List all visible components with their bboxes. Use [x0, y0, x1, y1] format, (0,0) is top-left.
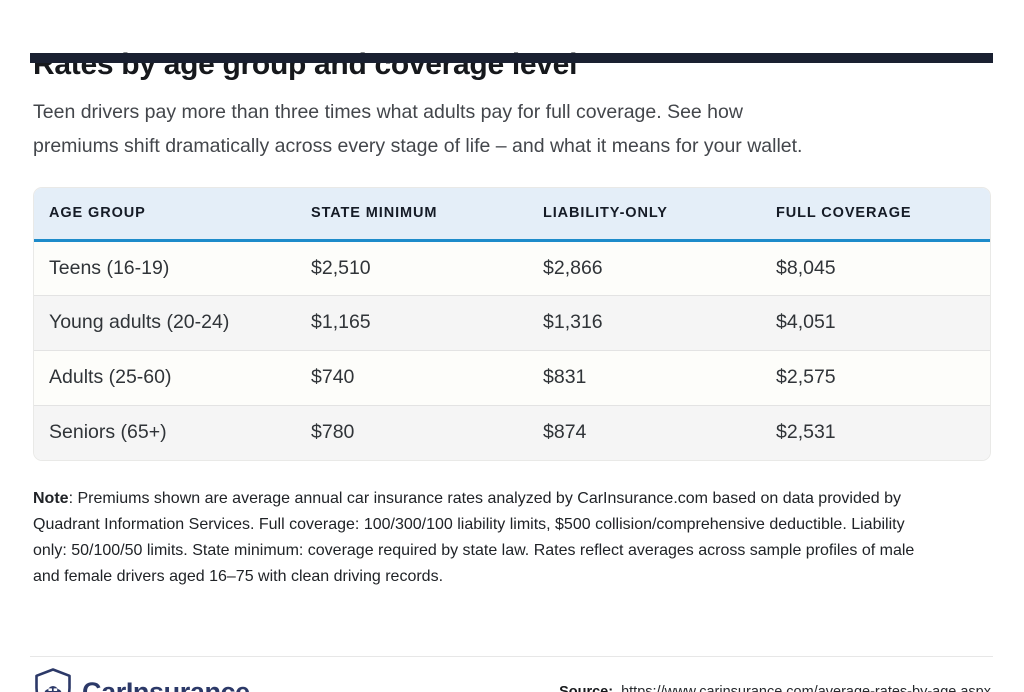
- note-label: Note: [33, 490, 69, 507]
- brand-wordmark: CarInsurance.com: [82, 677, 287, 692]
- subtitle-line: premiums shift dramatically across every…: [33, 135, 803, 157]
- subtitle-line: Teen drivers pay more than three times w…: [33, 101, 743, 123]
- cell-state-minimum: $740: [311, 349, 543, 405]
- cell-full-coverage: $4,051: [776, 294, 990, 350]
- note-line: Note: Premiums shown are average annual …: [33, 490, 902, 507]
- column-header-full-coverage: FULL COVERAGE: [776, 188, 990, 242]
- table-header-row: AGE GROUP STATE MINIMUM LIABILITY-ONLY F…: [34, 188, 990, 242]
- carinsurance-shield-icon: [33, 667, 73, 692]
- cell-age-group: Teens (16-19): [49, 256, 170, 279]
- cell-state-minimum: $1,165: [311, 294, 543, 350]
- cell-state-minimum: $2,510: [311, 256, 371, 279]
- cell-age-group: Adults (25-60): [34, 349, 311, 405]
- page-title: Rates by age group and coverage level: [33, 48, 578, 81]
- cell-liability-only: $874: [543, 404, 776, 460]
- footer-divider: [30, 656, 993, 657]
- table-row: Adults (25-60) $740 $831 $2,575: [34, 349, 990, 405]
- cell-liability-only: $2,866: [543, 256, 603, 279]
- column-header-liability-only: LIABILITY-ONLY: [543, 188, 776, 242]
- table-row: Teens (16-19) $2,510 $2,866 $8,045: [34, 240, 990, 295]
- note-line: only: 50/100/50 limits. State minimum: c…: [33, 542, 915, 559]
- top-accent-bar: [30, 53, 993, 63]
- note-line: Quadrant Information Services. Full cove…: [33, 516, 905, 533]
- infographic-body: Rates by age group and coverage level Te…: [0, 45, 1024, 590]
- cell-liability-only: $1,316: [543, 294, 776, 350]
- carinsurance-logo: CarInsurance.com: [33, 667, 287, 692]
- cell-state-minimum: $780: [311, 404, 543, 460]
- note-line: and female drivers aged 16–75 with clean…: [33, 568, 444, 585]
- brand-name: CarInsurance: [82, 676, 250, 692]
- column-header-age-group: AGE GROUP: [34, 188, 311, 242]
- rates-table: AGE GROUP STATE MINIMUM LIABILITY-ONLY F…: [33, 187, 991, 461]
- source-url: https://www.carinsurance.com/average-rat…: [621, 684, 991, 692]
- cell-age-group: Seniors (65+): [34, 404, 311, 460]
- brand-suffix: .com: [250, 688, 287, 692]
- table-row: Seniors (65+) $780 $874 $2,531: [34, 404, 990, 460]
- cell-full-coverage: $8,045: [776, 256, 836, 279]
- source-line: Source: https://www.carinsurance.com/ave…: [559, 684, 991, 692]
- page-subtitle: Teen drivers pay more than three times w…: [33, 95, 991, 163]
- cell-full-coverage: $2,531: [776, 404, 990, 460]
- column-header-state-minimum: STATE MINIMUM: [311, 188, 543, 242]
- source-label: Source:: [559, 684, 614, 692]
- cell-liability-only: $831: [543, 349, 776, 405]
- methodology-note: Note: Premiums shown are average annual …: [33, 486, 991, 590]
- table-row: Young adults (20-24) $1,165 $1,316 $4,05…: [34, 294, 990, 350]
- cell-age-group: Young adults (20-24): [34, 294, 311, 350]
- footer: CarInsurance.com Source: https://www.car…: [33, 667, 991, 692]
- cell-full-coverage: $2,575: [776, 349, 990, 405]
